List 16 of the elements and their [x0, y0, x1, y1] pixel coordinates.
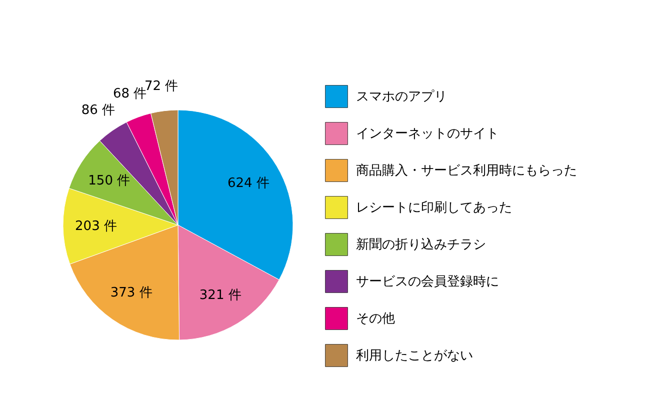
- legend-label: 利用したことがない: [356, 348, 473, 364]
- legend-label: サービスの会員登録時に: [356, 274, 499, 290]
- data-label: 624 件: [227, 176, 270, 192]
- data-label: 150 件: [88, 173, 130, 188]
- data-label: 373 件: [110, 285, 152, 300]
- legend-label: スマホのアプリ: [356, 90, 447, 104]
- legend-label: レシートに印刷してあった: [356, 200, 512, 216]
- data-label: 203 件: [75, 218, 117, 234]
- data-label: 68 件: [113, 86, 147, 102]
- legend-label: 商品購入・サービス利用時にもらった: [356, 164, 577, 178]
- legend-label: 新聞の折り込みチラシ: [356, 238, 486, 252]
- legend-label: インターネットのサイト: [356, 126, 499, 142]
- data-label: 86 件: [81, 102, 116, 118]
- data-label: 72 件: [144, 78, 178, 94]
- legend-label: その他: [356, 312, 395, 326]
- data-label: 321 件: [199, 288, 242, 304]
